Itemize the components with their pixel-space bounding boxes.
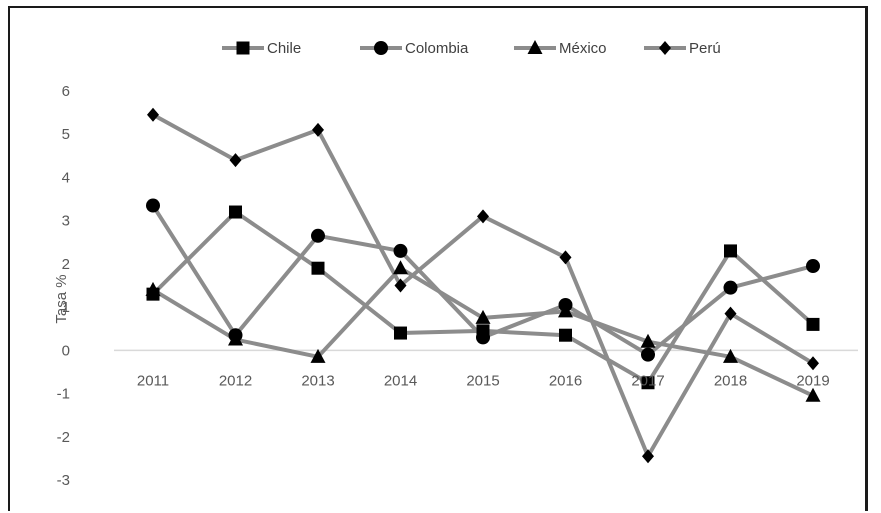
x-tick-label: 2019 bbox=[796, 372, 829, 389]
series-line-chile bbox=[151, 210, 815, 385]
y-axis-title: Tasa % bbox=[53, 274, 70, 323]
legend-label: México bbox=[559, 40, 607, 57]
legend-item-colombia: Colombia bbox=[360, 40, 469, 57]
data-point-chile bbox=[806, 317, 820, 331]
y-tick-label: 4 bbox=[62, 169, 70, 186]
x-tick-label: 2017 bbox=[631, 372, 664, 389]
legend-label: Colombia bbox=[405, 40, 469, 57]
y-tick-label: 6 bbox=[62, 83, 70, 100]
x-tick-label: 2018 bbox=[714, 372, 747, 389]
legend-item-chile: Chile bbox=[222, 40, 301, 57]
y-tick-label: 3 bbox=[62, 213, 70, 230]
legend-item-mexico: México bbox=[514, 40, 607, 57]
data-point-peru bbox=[642, 449, 654, 464]
data-point-peru bbox=[724, 306, 737, 321]
x-tick-label: 2014 bbox=[384, 372, 417, 389]
data-point-chile bbox=[559, 328, 572, 342]
x-tick-label: 2011 bbox=[137, 372, 169, 389]
y-axis: -3 -2 -1 0 1 2 3 4 5 6 bbox=[57, 83, 70, 489]
x-tick-label: 2016 bbox=[549, 372, 582, 389]
y-tick-label: -1 bbox=[57, 386, 70, 403]
data-point-colombia bbox=[476, 330, 490, 345]
series-line-peru bbox=[152, 113, 815, 459]
data-point-peru bbox=[229, 153, 242, 168]
data-point-mexico bbox=[805, 387, 821, 402]
data-point-peru bbox=[477, 209, 489, 224]
data-point-peru bbox=[559, 250, 572, 265]
data-point-mexico bbox=[228, 331, 243, 346]
y-tick-label: -3 bbox=[57, 472, 70, 489]
data-point-colombia bbox=[393, 243, 408, 258]
x-axis: 2011 2012 2013 2014 2015 2016 2017 2018 2019 bbox=[137, 372, 830, 389]
y-tick-label: -2 bbox=[57, 429, 70, 446]
data-point-colombia bbox=[311, 228, 325, 243]
y-tick-label: 2 bbox=[62, 256, 70, 273]
legend-item-peru: Perú bbox=[644, 40, 721, 57]
data-point-mexico bbox=[145, 281, 161, 296]
data-point-mexico bbox=[558, 303, 573, 318]
chart-frame: Chile Colombia México Perú -3 -2 -1 0 1 2 3 4 5 6 Ta… bbox=[8, 6, 868, 511]
data-point-chile bbox=[724, 244, 737, 258]
data-point-peru bbox=[394, 278, 407, 293]
data-point-colombia bbox=[723, 280, 738, 295]
data-point-chile bbox=[311, 261, 325, 275]
data-point-colombia bbox=[806, 259, 820, 274]
data-point-mexico bbox=[640, 333, 656, 348]
y-tick-label: 1 bbox=[62, 299, 70, 316]
data-point-mexico bbox=[393, 260, 408, 275]
data-point-chile bbox=[641, 376, 655, 390]
x-tick-label: 2013 bbox=[301, 372, 334, 389]
data-point-colombia bbox=[146, 198, 160, 213]
data-point-colombia bbox=[641, 347, 655, 362]
x-tick-label: 2012 bbox=[219, 372, 252, 389]
legend-diamond-icon bbox=[659, 41, 671, 55]
data-point-peru bbox=[147, 107, 159, 122]
legend-label: Perú bbox=[689, 40, 721, 57]
y-tick-label: 5 bbox=[62, 126, 70, 143]
legend-circle-icon bbox=[374, 41, 388, 55]
series-markers bbox=[145, 107, 821, 464]
data-point-mexico bbox=[723, 348, 738, 363]
line-chart: Chile Colombia México Perú -3 -2 -1 0 1 2 3 4 5 6 Ta… bbox=[53, 40, 858, 489]
data-point-peru bbox=[312, 122, 324, 137]
chart-legend: Chile Colombia México Perú bbox=[222, 40, 721, 57]
data-point-mexico bbox=[310, 348, 326, 363]
data-point-mexico bbox=[475, 309, 491, 324]
data-point-chile bbox=[229, 205, 242, 219]
legend-label: Chile bbox=[267, 40, 301, 57]
data-point-peru bbox=[807, 356, 819, 371]
y-tick-label: 0 bbox=[62, 342, 70, 359]
legend-square-icon bbox=[236, 41, 250, 55]
series-lines bbox=[151, 113, 815, 459]
x-tick-label: 2015 bbox=[466, 372, 499, 389]
legend-triangle-icon bbox=[527, 40, 543, 54]
data-point-chile bbox=[394, 326, 407, 340]
